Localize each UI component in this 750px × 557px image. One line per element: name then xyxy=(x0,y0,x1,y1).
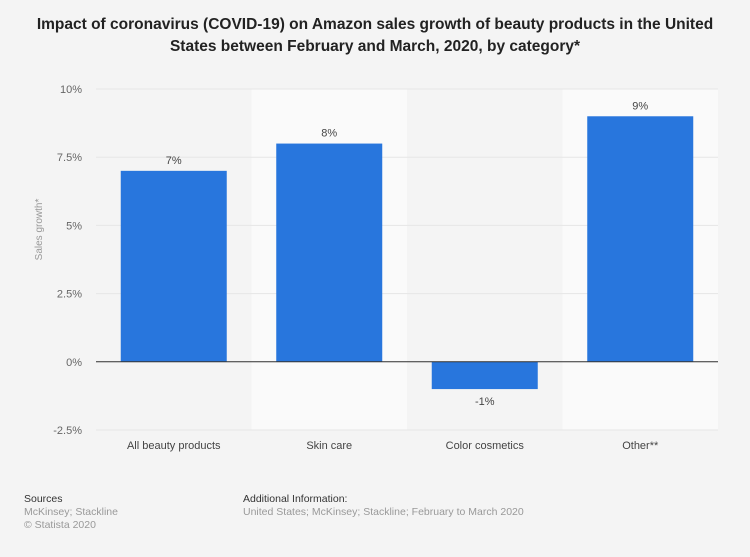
bar xyxy=(120,170,227,362)
y-tick-label: 5% xyxy=(66,220,82,232)
additional-info-block: Additional Information: United States; M… xyxy=(243,493,524,519)
sources-block: Sources McKinsey; Stackline © Statista 2… xyxy=(24,493,118,532)
x-tick-label: Color cosmetics xyxy=(446,440,525,452)
chart-title: Impact of coronavirus (COVID-19) on Amaz… xyxy=(36,16,714,55)
copyright: © Statista 2020 xyxy=(24,519,96,531)
data-label: 8% xyxy=(321,128,337,140)
y-tick-label: 2.5% xyxy=(57,289,82,301)
x-tick-label: Skin care xyxy=(306,440,352,452)
additional-info-text: United States; McKinsey; Stackline; Febr… xyxy=(243,506,524,518)
sources-heading: Sources xyxy=(24,493,63,505)
data-label: 9% xyxy=(632,100,648,112)
y-tick-label: 0% xyxy=(66,357,82,369)
y-axis-label: Sales growth* xyxy=(34,199,45,261)
y-tick-label: -2.5% xyxy=(53,425,82,437)
bar xyxy=(431,361,538,390)
bar xyxy=(276,143,383,362)
data-label: 7% xyxy=(166,155,182,167)
bar-chart: -2.5% 0% 2.5% 5% 7.5% 10% 7% All beauty product… xyxy=(34,84,718,452)
x-tick-label: Other** xyxy=(622,440,659,452)
bar xyxy=(587,116,694,362)
y-tick-label: 10% xyxy=(60,84,82,96)
x-tick-label: All beauty products xyxy=(127,440,221,452)
data-label: -1% xyxy=(475,396,495,408)
sources-text: McKinsey; Stackline xyxy=(24,506,118,518)
additional-info-heading: Additional Information: xyxy=(243,493,348,505)
y-tick-label: 7.5% xyxy=(57,152,82,164)
